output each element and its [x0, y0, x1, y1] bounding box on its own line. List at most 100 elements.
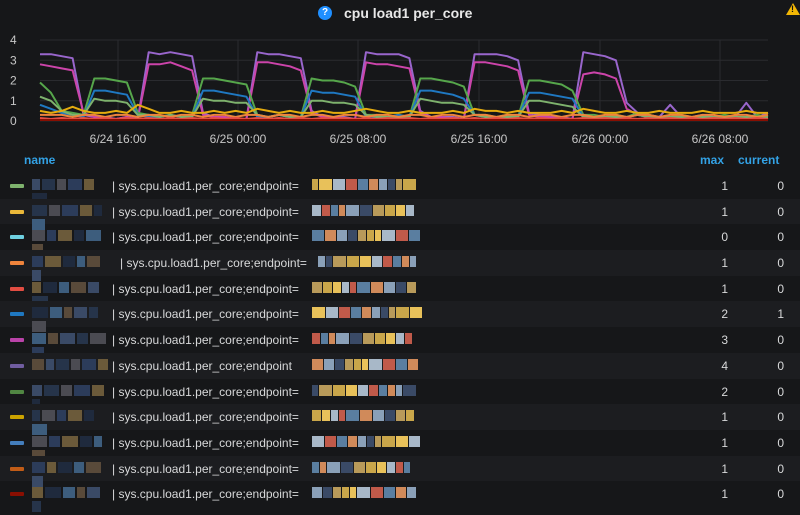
legend-row[interactable]: | sys.cpu.load1.per_core;endpoint= 1 0 [0, 198, 800, 230]
legend-max-value: 0 [721, 230, 728, 245]
redacted-host [32, 204, 112, 230]
redacted-host [32, 384, 112, 410]
legend-max-value: 2 [721, 384, 728, 399]
legend-current-value: 0 [777, 179, 784, 193]
series-line [39, 117, 769, 120]
x-tick-label: 6/26 00:00 [572, 132, 629, 146]
legend-label[interactable]: | sys.cpu.load1.per_core;endpoint= [112, 179, 299, 193]
legend-swatch[interactable] [10, 363, 24, 368]
legend-swatch[interactable] [10, 184, 24, 188]
legend-max-value: 2 [721, 307, 728, 322]
legend-max-value: 1 [721, 461, 728, 476]
legend-swatch[interactable] [10, 389, 24, 394]
legend-current-value: 0 [777, 333, 784, 348]
legend-swatch[interactable] [10, 235, 24, 240]
redacted-host [32, 435, 112, 461]
legend-max-value: 1 [721, 256, 728, 271]
redacted-endpoint [312, 179, 417, 192]
y-tick-label: 4 [10, 33, 17, 47]
redacted-host [32, 230, 112, 256]
help-icon[interactable]: ? [318, 6, 332, 20]
legend-label[interactable]: | sys.cpu.load1.per_core;endpoint= [112, 410, 299, 425]
x-tick-label: 6/26 08:00 [692, 132, 749, 146]
series-line [39, 103, 768, 114]
legend-label[interactable]: | sys.cpu.load1.per_core;endpoint= [112, 384, 299, 399]
redacted-host [32, 410, 112, 436]
redacted-endpoint [312, 435, 421, 449]
legend-swatch[interactable] [10, 286, 24, 291]
legend-label[interactable]: | sys.cpu.load1.per_core;endpoint= [112, 333, 299, 348]
redacted-endpoint [312, 333, 413, 346]
legend-row[interactable]: | sys.cpu.load1.per_core;endpoint= 1 0 [0, 173, 800, 204]
x-tick-label: 6/25 08:00 [330, 132, 387, 146]
legend-label[interactable]: | sys.cpu.load1.per_core;endpoint= [112, 230, 299, 245]
panel-title[interactable]: cpu load1 per_core [344, 5, 473, 21]
legend-current-value: 0 [777, 358, 784, 373]
redacted-endpoint [318, 256, 417, 269]
legend-row[interactable]: | sys.cpu.load1.per_core;endpoint= 2 1 [0, 301, 800, 333]
redacted-host [32, 461, 112, 487]
legend-label[interactable]: | sys.cpu.load1.per_core;endpoint= [112, 487, 299, 502]
legend-current-value: 0 [777, 435, 784, 450]
legend-label[interactable]: | sys.cpu.load1.per_core;endpoint= [120, 256, 307, 271]
legend-row[interactable]: | sys.cpu.load1.per_core;endpoint= 1 0 [0, 481, 800, 513]
legend-col-max[interactable]: max [700, 153, 725, 167]
redacted-host [32, 256, 112, 282]
legend-swatch[interactable] [10, 440, 24, 445]
legend-max-value: 4 [721, 358, 728, 373]
legend-swatch[interactable] [10, 312, 24, 317]
legend-current-value: 0 [777, 230, 784, 245]
redacted-endpoint [312, 410, 415, 423]
legend-label[interactable]: | sys.cpu.load1.per_core;endpoint= [112, 204, 299, 219]
legend-row[interactable]: | sys.cpu.load1.per_core;endpoint= 1 0 [0, 276, 800, 307]
series-line [39, 95, 768, 118]
panel-header: ? cpu load1 per_core ! [0, 0, 800, 28]
legend-current-value: 0 [777, 461, 784, 476]
cpu-load-chart[interactable]: 4 3 2 1 0 6/24 16:00 6/25 00:00 6/25 08:00 6/25 … [0, 28, 800, 150]
legend-label[interactable]: | sys.cpu.load1.per_core;endpoint= [112, 307, 299, 322]
legend-col-name[interactable]: name [24, 153, 56, 167]
legend-label[interactable]: | sys.cpu.load1.per_core;endpoint= [112, 281, 299, 296]
redacted-endpoint [312, 384, 417, 398]
y-tick-label: 2 [10, 74, 17, 88]
legend-swatch[interactable] [10, 466, 24, 471]
warning-icon[interactable]: ! [786, 3, 800, 15]
legend-row[interactable]: | sys.cpu.load1.per_core;endpoint= 0 0 [0, 224, 800, 256]
legend-max-value: 1 [721, 179, 728, 193]
x-tick-label: 6/24 16:00 [90, 132, 147, 146]
x-tick-label: 6/25 16:00 [451, 132, 508, 146]
legend-label[interactable]: | sys.cpu.load1.per_core;endpoint= [112, 461, 299, 476]
legend-current-value: 1 [777, 307, 784, 322]
legend-swatch[interactable] [10, 209, 24, 214]
redacted-endpoint [312, 307, 423, 320]
legend-max-value: 1 [721, 410, 728, 425]
redacted-endpoint [312, 204, 415, 218]
legend-swatch[interactable] [10, 415, 24, 420]
redacted-host [32, 358, 112, 372]
legend-col-current[interactable]: current [738, 153, 780, 167]
redacted-endpoint [312, 461, 411, 475]
legend-swatch[interactable] [10, 261, 24, 266]
legend-row[interactable]: | sys.cpu.load1.per_core;endpoint 4 0 [0, 352, 800, 379]
legend-row[interactable]: | sys.cpu.load1.per_core;endpoint= 2 0 [0, 379, 800, 410]
series-line [40, 113, 769, 118]
legend-label[interactable]: | sys.cpu.load1.per_core;endpoint [112, 358, 292, 373]
legend-row[interactable]: | sys.cpu.load1.per_core;endpoint= 1 0 [0, 430, 800, 461]
legend-current-value: 0 [777, 256, 784, 271]
legend-current-value: 0 [777, 384, 784, 399]
legend-header: name max current [0, 150, 800, 170]
legend-row[interactable]: | sys.cpu.load1.per_core;endpoint= 1 0 [0, 250, 800, 282]
redacted-host [32, 307, 112, 333]
legend-current-value: 0 [777, 410, 784, 425]
legend-row[interactable]: | sys.cpu.load1.per_core;endpoint= 1 0 [0, 455, 800, 487]
legend-row[interactable]: | sys.cpu.load1.per_core;endpoint= 3 0 [0, 327, 800, 359]
legend-max-value: 3 [721, 333, 728, 348]
legend-swatch[interactable] [10, 338, 24, 343]
legend-max-value: 1 [721, 487, 728, 502]
y-tick-label: 0 [10, 114, 17, 128]
legend-swatch[interactable] [10, 492, 24, 497]
legend-max-value: 1 [721, 281, 728, 296]
y-tick-label: 1 [10, 94, 17, 108]
legend-row[interactable]: | sys.cpu.load1.per_core;endpoint= 1 0 [0, 404, 800, 436]
legend-label[interactable]: | sys.cpu.load1.per_core;endpoint= [112, 435, 299, 450]
